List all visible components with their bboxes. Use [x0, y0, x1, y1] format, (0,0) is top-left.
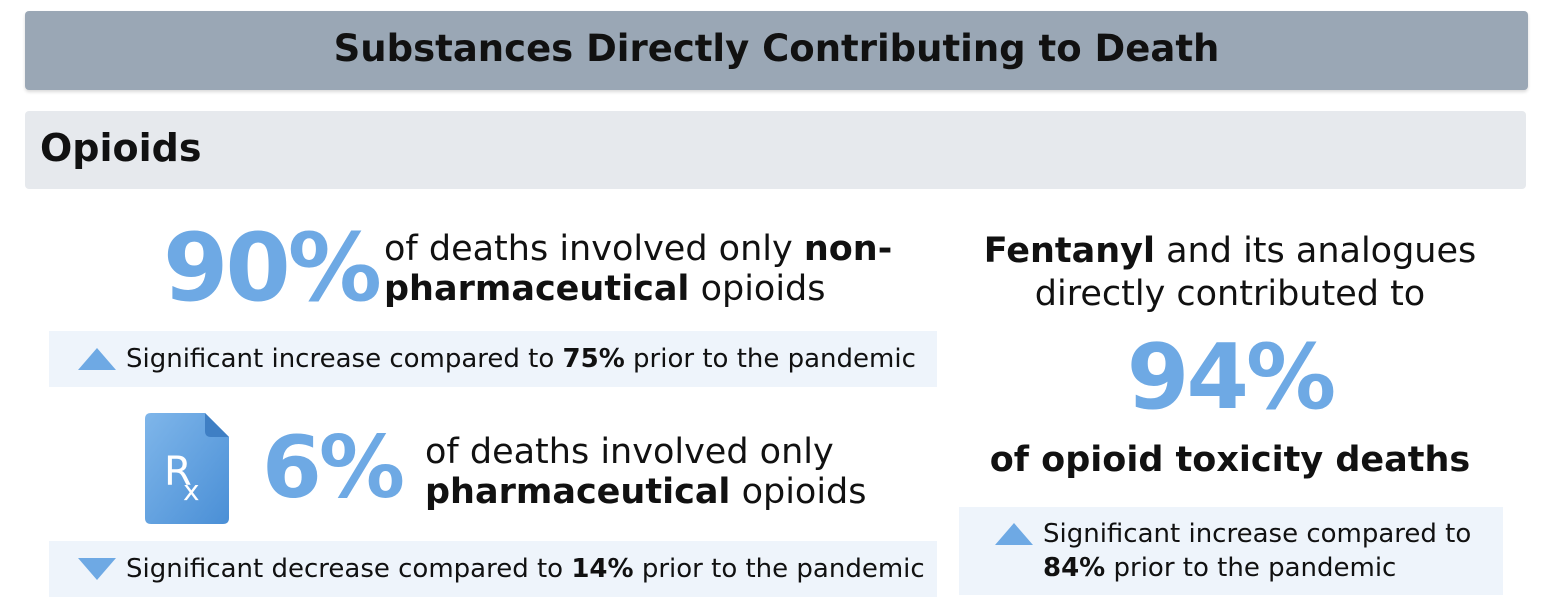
non-pharma-desc-prefix: of deaths involved only: [384, 229, 804, 269]
rx-letter-r: R: [164, 449, 192, 495]
pharma-note-text: Significant decrease compared to 14% pri…: [126, 554, 925, 584]
triangle-up-icon: [78, 348, 116, 370]
non-pharma-note-suffix: prior to the pandemic: [624, 344, 916, 374]
fentanyl-percent: 94%: [1126, 325, 1336, 430]
fentanyl-note-line1: Significant increase compared to: [1043, 519, 1472, 549]
pharma-note: Significant decrease compared to 14% pri…: [49, 541, 937, 597]
pharma-percent: 6%: [262, 418, 405, 518]
page-title: Substances Directly Contributing to Deat…: [333, 27, 1220, 70]
fentanyl-label: of opioid toxicity deaths: [989, 440, 1471, 480]
fentanyl-note: Significant increase compared to 84% pri…: [959, 507, 1503, 595]
fentanyl-intro-bold: Fentanyl: [983, 231, 1155, 271]
non-pharma-note: Significant increase compared to 75% pri…: [49, 331, 937, 387]
pharma-desc-line1: of deaths involved only: [425, 432, 834, 472]
pharma-note-prefix: Significant decrease compared to: [126, 554, 572, 584]
fentanyl-intro-line2: directly contributed to: [1034, 274, 1426, 314]
non-pharma-note-bold: 75%: [562, 344, 625, 374]
fentanyl-note-bold: 84%: [1043, 553, 1106, 583]
non-pharma-desc-bold: non-pharmaceutical: [384, 229, 893, 309]
rx-letter-x: x: [183, 474, 200, 507]
fentanyl-note-suffix: prior to the pandemic: [1105, 553, 1397, 583]
pharma-note-suffix: prior to the pandemic: [633, 554, 925, 584]
non-pharma-description: of deaths involved only non-pharmaceutic…: [384, 229, 944, 309]
pharma-note-bold: 14%: [571, 554, 634, 584]
pharma-description: of deaths involved only pharmaceutical o…: [425, 432, 945, 512]
pharma-desc-bold: pharmaceutical: [425, 472, 731, 512]
fentanyl-intro: Fentanyl and its analogues directly cont…: [958, 230, 1502, 316]
prescription-rx-icon: R x: [145, 413, 229, 524]
non-pharma-note-prefix: Significant increase compared to: [126, 344, 563, 374]
triangle-down-icon: [78, 558, 116, 580]
pharma-desc-suffix: opioids: [730, 472, 867, 512]
non-pharma-desc-suffix: opioids: [689, 269, 826, 309]
section-title: Opioids: [40, 126, 202, 170]
non-pharma-percent: 90%: [163, 214, 382, 323]
non-pharma-note-text: Significant increase compared to 75% pri…: [126, 344, 916, 374]
triangle-up-icon: [995, 523, 1033, 545]
section-header: Opioids: [25, 111, 1526, 189]
fentanyl-note-text: Significant increase compared to 84% pri…: [1043, 517, 1471, 585]
title-bar: Substances Directly Contributing to Deat…: [25, 11, 1528, 90]
fentanyl-intro-rest: and its analogues: [1154, 231, 1477, 271]
